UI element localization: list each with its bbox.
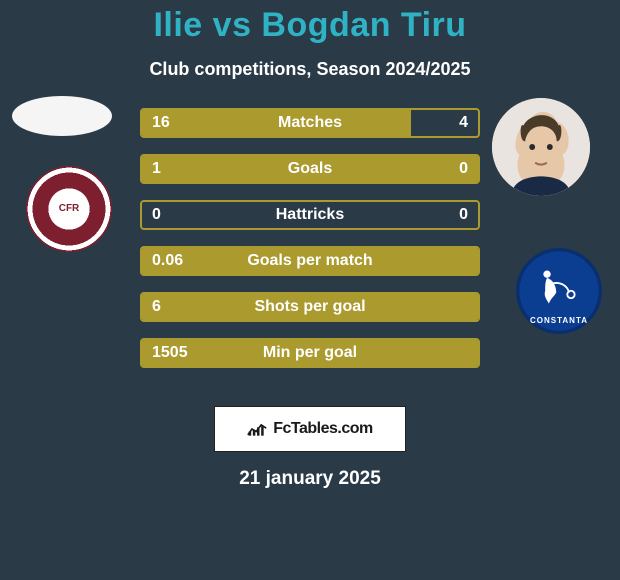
stat-row: 6 Shots per goal — [140, 292, 480, 322]
player-left-avatar — [12, 96, 112, 136]
stat-row: 1505 Min per goal — [140, 338, 480, 368]
stat-right-value: 0 — [459, 202, 468, 228]
date-label: 21 january 2025 — [0, 468, 620, 490]
comparison-stage: CFR CONSTANTA — [0, 108, 620, 398]
page-title: Ilie vs Bogdan Tiru — [0, 6, 620, 45]
player-right-club-badge: CONSTANTA — [516, 248, 602, 334]
stat-label: Goals per match — [142, 248, 478, 274]
stat-label: Goals — [142, 156, 478, 182]
brand-text: FcTables.com — [273, 420, 373, 438]
stat-row: 0 Hattricks 0 — [140, 200, 480, 230]
stat-label: Min per goal — [142, 340, 478, 366]
stat-row: 0.06 Goals per match — [140, 246, 480, 276]
stat-label: Shots per goal — [142, 294, 478, 320]
club-left-code: CFR — [59, 204, 80, 214]
subtitle: Club competitions, Season 2024/2025 — [0, 59, 620, 80]
card: Ilie vs Bogdan Tiru Club competitions, S… — [0, 0, 620, 580]
stat-bars: 16 Matches 4 1 Goals 0 0 Hattricks 0 0.0… — [140, 108, 480, 384]
chart-icon — [247, 421, 267, 437]
player-right-avatar — [492, 98, 590, 196]
stat-right-value: 0 — [459, 156, 468, 182]
stat-row: 1 Goals 0 — [140, 154, 480, 184]
club-right-text: CONSTANTA — [530, 316, 588, 325]
stat-label: Matches — [142, 110, 478, 136]
stat-label: Hattricks — [142, 202, 478, 228]
stat-row: 16 Matches 4 — [140, 108, 480, 138]
player-left-club-badge: CFR — [26, 166, 112, 252]
face-icon — [492, 98, 590, 196]
brand-link[interactable]: FcTables.com — [214, 406, 406, 452]
club-figure-icon — [536, 265, 582, 311]
stat-right-value: 4 — [459, 110, 468, 136]
